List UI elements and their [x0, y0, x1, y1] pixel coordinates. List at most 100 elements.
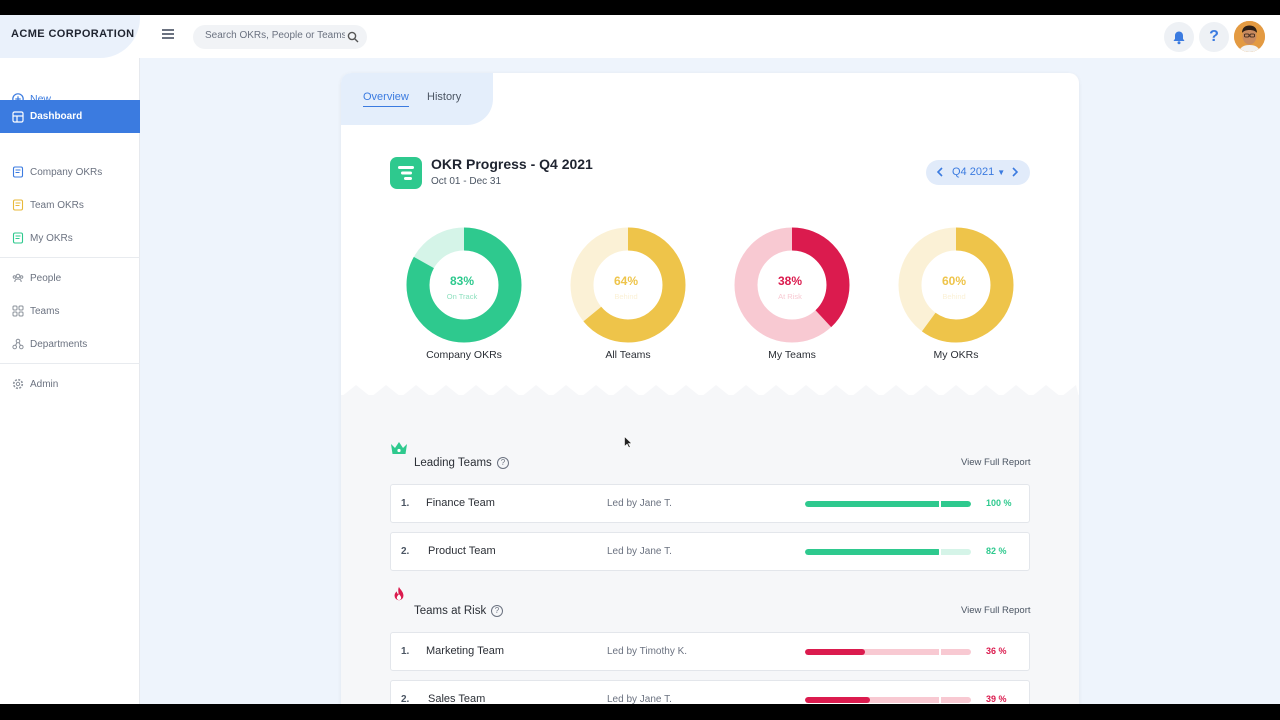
quarter-dropdown[interactable]: Q4 2021 ▼	[952, 166, 1005, 178]
sidebar-item-my-okrs[interactable]: My OKRs	[0, 222, 140, 254]
leading-view-report-link[interactable]: View Full Report	[961, 457, 1031, 468]
progress-bar	[805, 697, 971, 703]
risk-team-row[interactable]: 2. Sales Team Led by Jane T. 39 %	[390, 680, 1030, 704]
progress-percent: 36 %	[986, 646, 1007, 656]
sidebar-item-label: My OKRs	[30, 232, 73, 244]
tab-overview[interactable]: Overview	[363, 91, 409, 107]
teams-at-risk-title: Teams at Risk	[414, 605, 487, 617]
sidebar-divider	[0, 257, 140, 258]
donut-company-okrs[interactable]: 83% On Track Company OKRs	[404, 227, 524, 361]
brand-name: ACME CORPORATION	[11, 28, 135, 40]
caret-down-icon: ▼	[997, 168, 1006, 177]
team-name: Product Team	[428, 545, 496, 557]
donut-chart	[570, 227, 686, 343]
brand-background	[0, 15, 140, 58]
tab-history[interactable]: History	[427, 91, 462, 103]
team-leader: Led by Jane T.	[607, 546, 672, 557]
donut-status: On Track	[446, 292, 478, 301]
leading-team-row[interactable]: 2. Product Team Led by Jane T. 82 %	[390, 532, 1030, 571]
donut-all-teams[interactable]: 64% Behind All Teams	[568, 227, 688, 361]
donut-percent: 83%	[449, 274, 475, 288]
departments-icon	[12, 338, 24, 350]
donut-my-teams[interactable]: 38% At Risk My Teams	[732, 227, 852, 361]
bell-icon	[1173, 31, 1185, 44]
app-screen: ACME CORPORATION ? New	[0, 15, 1280, 704]
dashboard-card: Overview History OKR Progress - Q4 2021 …	[341, 73, 1079, 704]
sidebar-item-departments[interactable]: Departments	[0, 328, 140, 360]
page-title: OKR Progress - Q4 2021	[431, 156, 593, 172]
row-rank: 1.	[401, 498, 410, 509]
donut-my-okrs[interactable]: 60% Behind My OKRs	[896, 227, 1016, 361]
leading-team-row[interactable]: 1. Finance Team Led by Jane T. 100 %	[390, 484, 1030, 523]
crown-icon	[391, 442, 407, 454]
sidebar-item-dashboard[interactable]: Dashboard	[0, 100, 140, 133]
progress-bar	[805, 501, 971, 507]
sidebar-item-label: Departments	[30, 338, 88, 350]
sidebar-item-label: Dashboard	[30, 111, 83, 122]
document-icon	[12, 232, 24, 244]
row-rank: 2.	[401, 546, 410, 557]
row-rank: 1.	[401, 646, 410, 657]
date-range: Oct 01 - Dec 31	[431, 176, 502, 187]
row-rank: 2.	[401, 694, 410, 704]
progress-percent: 100 %	[986, 498, 1012, 508]
donut-caption: All Teams	[605, 349, 651, 361]
user-photo-icon	[1234, 21, 1265, 52]
gear-icon	[12, 378, 24, 390]
notifications-button[interactable]	[1164, 22, 1194, 52]
team-name: Marketing Team	[426, 645, 505, 657]
search-input[interactable]	[205, 30, 345, 41]
risk-team-row[interactable]: 1. Marketing Team Led by Timothy K. 36 %	[390, 632, 1030, 671]
chevron-left-icon[interactable]	[933, 165, 947, 179]
help-button[interactable]: ?	[1199, 22, 1229, 52]
tabs-background	[341, 73, 493, 125]
donut-chart	[406, 227, 522, 343]
progress-bar	[805, 649, 971, 655]
top-bar: ACME CORPORATION ?	[0, 15, 1280, 58]
sidebar-item-label: Team OKRs	[30, 199, 84, 211]
sidebar-item-label: People	[30, 272, 62, 284]
avatar[interactable]	[1234, 21, 1265, 52]
chevron-right-icon[interactable]	[1008, 165, 1022, 179]
document-icon	[12, 166, 24, 178]
donut-percent: 60%	[941, 274, 967, 288]
flame-icon	[394, 586, 404, 601]
info-icon[interactable]: ?	[491, 605, 503, 617]
quarter-selector: Q4 2021 ▼	[926, 160, 1030, 185]
document-icon	[12, 199, 24, 211]
progress-percent: 39 %	[986, 694, 1007, 704]
grid-icon	[12, 305, 24, 317]
info-icon[interactable]: ?	[497, 457, 509, 469]
donut-status: At Risk	[778, 292, 802, 301]
team-leader: Led by Timothy K.	[607, 646, 688, 657]
sidebar-item-people[interactable]: People	[0, 262, 140, 294]
sidebar-item-team-okrs[interactable]: Team OKRs	[0, 189, 140, 221]
donut-chart	[898, 227, 1014, 343]
sidebar-item-admin[interactable]: Admin	[0, 368, 140, 400]
donut-caption: Company OKRs	[426, 349, 502, 361]
donut-caption: My Teams	[768, 349, 816, 361]
progress-bar	[805, 549, 971, 555]
sidebar-item-teams[interactable]: Teams	[0, 295, 140, 327]
quarter-label: Q4 2021	[952, 166, 995, 178]
search-box	[193, 25, 367, 49]
menu-icon[interactable]	[162, 29, 174, 41]
donut-caption: My OKRs	[933, 349, 979, 361]
donut-status: Behind	[614, 292, 638, 301]
progress-percent: 82 %	[986, 546, 1007, 556]
leading-teams-title: Leading Teams	[414, 457, 492, 469]
donut-percent: 38%	[777, 274, 803, 288]
dashboard-icon	[12, 110, 24, 123]
team-name: Sales Team	[428, 693, 486, 704]
sidebar-divider	[0, 363, 140, 364]
team-leader: Led by Jane T.	[607, 694, 672, 704]
risk-view-report-link[interactable]: View Full Report	[961, 605, 1031, 616]
team-leader: Led by Jane T.	[607, 498, 672, 509]
donut-percent: 64%	[613, 274, 639, 288]
sidebar-item-label: Admin	[30, 378, 59, 390]
sidebar: New Dashboard Company OKRs Team OKRs My …	[0, 58, 140, 704]
search-icon[interactable]	[347, 31, 359, 43]
donut-chart	[734, 227, 850, 343]
people-icon	[12, 272, 24, 284]
sidebar-item-company-okrs[interactable]: Company OKRs	[0, 156, 140, 188]
